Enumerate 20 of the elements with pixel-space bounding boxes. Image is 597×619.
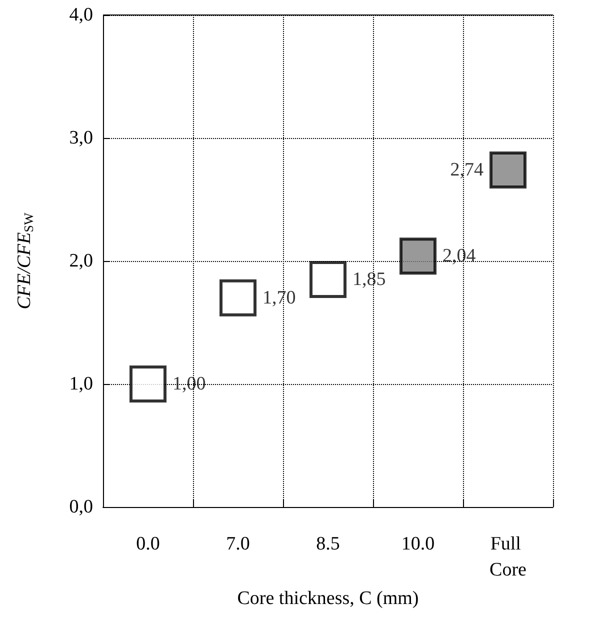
y-tick-label: 4,0: [69, 4, 93, 26]
point: [220, 279, 256, 316]
data-label: 1,70: [262, 287, 296, 308]
x-tick-label: 0.0: [136, 534, 160, 554]
x-tick-label: 10.0: [401, 534, 435, 554]
point: [130, 366, 166, 402]
x-tick-label: Full Core: [490, 534, 526, 580]
x-axis-title: Core thickness, C (mm): [237, 588, 419, 609]
data-label: 2,74: [450, 159, 484, 180]
y-tick-label: 2,0: [69, 250, 93, 272]
point: [400, 238, 436, 275]
y-tick-label: 0,0: [69, 496, 93, 518]
point: [310, 260, 346, 298]
y-tick-label: 3,0: [69, 128, 93, 148]
data-label: 1,85: [352, 268, 386, 290]
x-tick-label: 7.0: [226, 534, 250, 554]
y-tick-label: 1,0: [69, 374, 93, 394]
point: [490, 151, 526, 188]
y-axis-title: CFE/CFESW: [14, 212, 36, 310]
x-tick-label: 8.5: [316, 534, 340, 554]
